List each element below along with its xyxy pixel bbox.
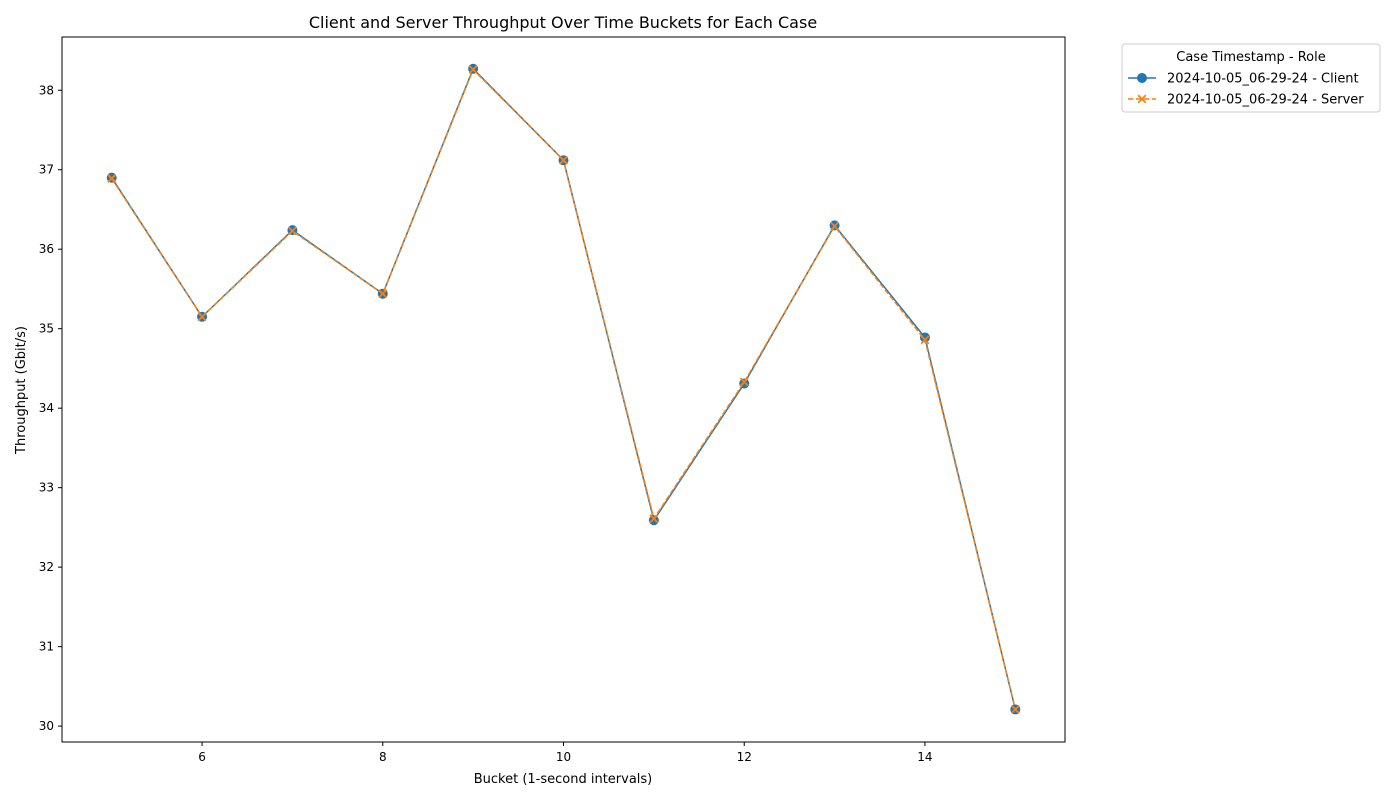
legend-entry: 2024-10-05_06-29-24 - Server (1128, 93, 1364, 108)
x-axis-label: Bucket (1-second intervals) (474, 772, 653, 787)
x-marker-stroke (197, 312, 207, 322)
x-tick-label: 6 (198, 750, 206, 764)
chart-title: Client and Server Throughput Over Time B… (309, 13, 817, 32)
y-axis-ticks: 30 31 32 33 34 35 36 37 38 (39, 83, 62, 733)
series-1 (107, 65, 1020, 714)
data-point (559, 155, 568, 165)
legend-entries: 2024-10-05_06-29-24 - Client 2024-10-05_0… (1128, 72, 1364, 108)
legend-label: 2024-10-05_06-29-24 - Client (1167, 72, 1359, 87)
x-marker-stroke (468, 65, 478, 75)
x-tick-label: 14 (917, 750, 932, 764)
y-tick-label: 35 (39, 322, 54, 336)
series-line (111, 68, 1017, 710)
data-point (197, 312, 207, 322)
data-point (830, 221, 840, 231)
legend-swatch-marker (1137, 73, 1147, 83)
y-tick-label: 31 (39, 640, 54, 654)
legend-title: Case Timestamp - Role (1176, 50, 1325, 65)
y-tick-label: 33 (39, 481, 54, 495)
x-marker-stroke (920, 335, 930, 345)
legend: Case Timestamp - Role 2024-10-05_06-29-2… (1121, 43, 1381, 113)
y-tick-label: 38 (39, 83, 54, 97)
legend-label: 2024-10-05_06-29-24 - Server (1167, 93, 1364, 108)
x-marker-stroke (287, 226, 297, 236)
y-tick-label: 32 (39, 560, 54, 574)
legend-box (1121, 43, 1381, 113)
x-tick-label: 12 (737, 750, 752, 764)
data-point (107, 174, 117, 183)
data-point (378, 289, 388, 299)
series-layer (106, 63, 1021, 715)
x-axis-ticks: 6 8 10 12 14 (198, 742, 933, 764)
x-marker-stroke (1137, 94, 1147, 104)
data-point (1010, 704, 1020, 714)
y-tick-label: 34 (39, 401, 54, 415)
x-marker-stroke (378, 289, 388, 299)
data-point (648, 515, 659, 526)
data-point (468, 65, 478, 75)
y-axis-label: Throughput (Gbit/s) (14, 326, 29, 455)
x-marker-stroke (559, 155, 568, 165)
y-tick-label: 36 (39, 242, 54, 256)
x-marker-stroke (830, 221, 840, 231)
x-marker-stroke (739, 377, 749, 387)
data-point (739, 377, 749, 387)
x-marker-stroke (1010, 704, 1020, 714)
x-tick-label: 10 (556, 750, 571, 764)
data-point (287, 226, 297, 236)
x-tick-label: 8 (379, 750, 387, 764)
data-point (920, 335, 930, 345)
data-point (649, 514, 659, 524)
x-marker-stroke (649, 514, 659, 524)
legend-swatch-marker (1137, 94, 1147, 104)
y-tick-label: 37 (39, 163, 54, 177)
plot-area-frame (61, 36, 1066, 743)
x-marker-stroke (107, 174, 117, 183)
legend-entry: 2024-10-05_06-29-24 - Client (1128, 72, 1359, 87)
y-tick-label: 30 (39, 719, 54, 733)
